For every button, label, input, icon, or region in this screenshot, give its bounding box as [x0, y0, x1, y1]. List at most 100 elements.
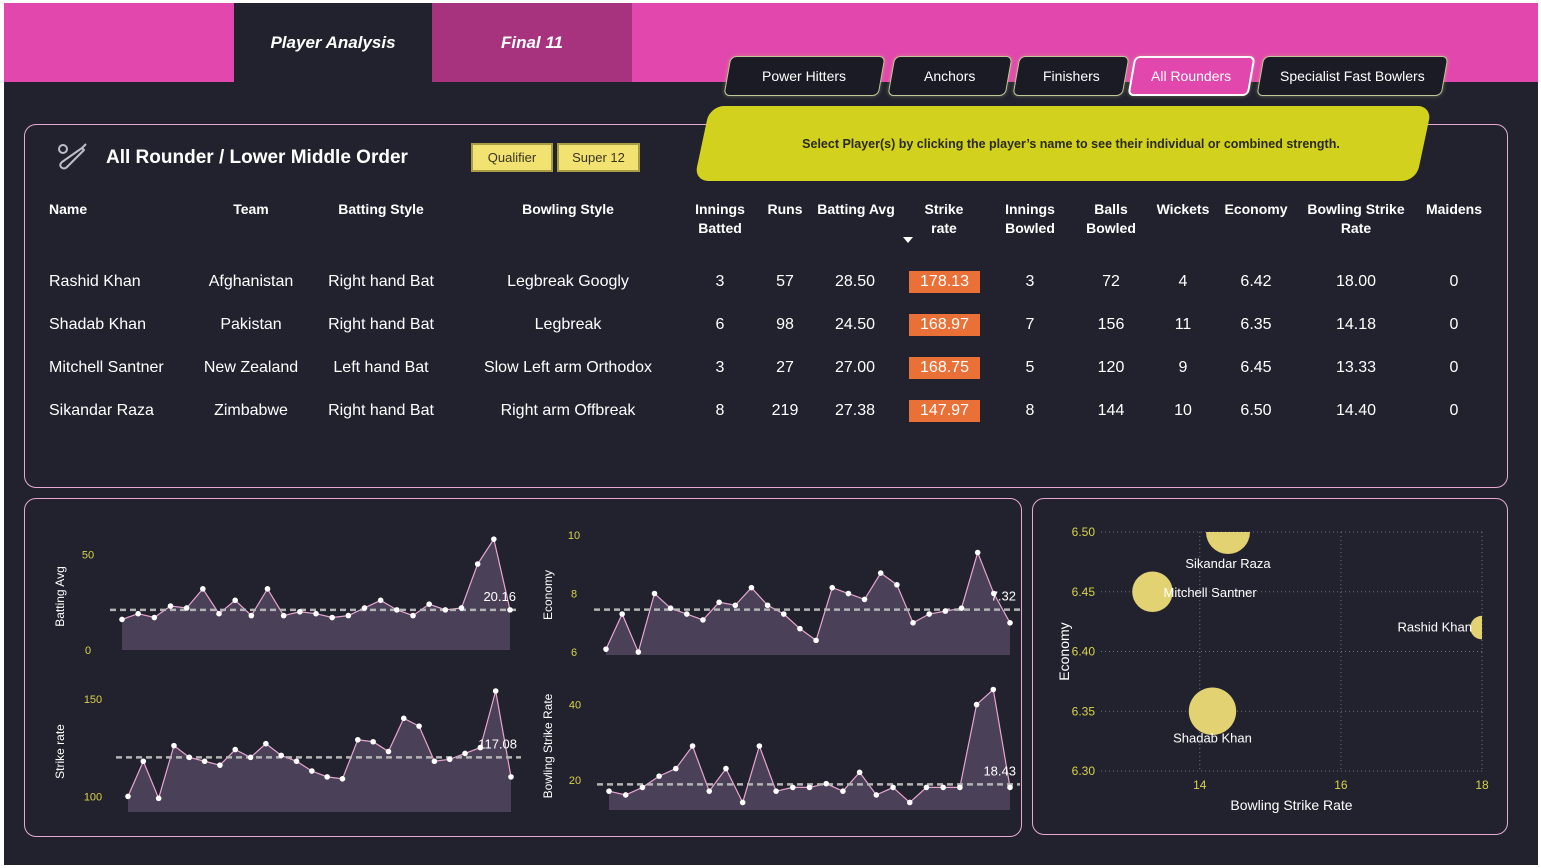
header-name[interactable]: Name — [49, 201, 88, 217]
cell-innings-batted: 3 — [715, 273, 725, 290]
cell-bowling-style: Right arm Offbreak — [500, 402, 636, 419]
cell-innings-batted: 6 — [715, 316, 725, 333]
cell-runs: 98 — [776, 316, 794, 333]
bubble-label: Shadab Khan — [1173, 730, 1252, 745]
cell-balls-bowled: 156 — [1097, 316, 1125, 333]
header-batting-style[interactable]: Batting Style — [338, 201, 424, 217]
area-fill — [606, 552, 1010, 655]
data-point — [507, 607, 513, 613]
cell-name[interactable]: Sikandar Raza — [49, 402, 154, 419]
cell-name[interactable]: Rashid Khan — [49, 273, 141, 290]
y-tick-label: 50 — [82, 549, 94, 561]
header-runs[interactable]: Runs — [767, 201, 803, 217]
cell-name[interactable]: Shadab Khan — [49, 316, 146, 333]
data-point — [232, 597, 238, 604]
average-label: 117.08 — [478, 736, 517, 751]
area-chart: 18.43 20 40 Bowling Strike Rate — [541, 686, 1020, 810]
data-point — [619, 611, 625, 617]
scatter-panel: 6.30 6.35 6.40 6.45 6.50 14 16 18 Sikandar Raza M… — [1032, 498, 1508, 835]
data-point — [186, 754, 193, 761]
cell-wickets: 9 — [1178, 359, 1188, 376]
cell-batting-avg: 27.38 — [834, 402, 876, 419]
area-chart: 20.16 0 50 Batting Avg — [53, 536, 520, 657]
cell-name[interactable]: Mitchell Santner — [49, 359, 164, 376]
area-chart: 7.32 6 8 10 Economy — [541, 530, 1020, 659]
instruction-text: Select Player(s) by clicking the player’… — [802, 136, 1340, 151]
data-point — [873, 792, 880, 798]
data-point — [171, 742, 177, 749]
x-tick-label: 14 — [1193, 778, 1207, 792]
data-point — [940, 784, 946, 791]
data-point — [492, 688, 499, 694]
cell-wickets: 11 — [1174, 316, 1192, 333]
filter-super-12-button[interactable]: Super 12 — [557, 143, 640, 172]
data-point — [910, 620, 916, 626]
cell-economy: 6.50 — [1240, 402, 1272, 419]
y-tick-label: 10 — [568, 530, 580, 542]
cell-innings-bowled: 5 — [1025, 359, 1035, 376]
tab-specialist-fast-bowlers[interactable]: Specialist Fast Bowlers — [1256, 56, 1449, 96]
cell-strike-rate: 178.13 — [909, 271, 980, 293]
header-line: Innings — [1005, 201, 1055, 217]
data-point — [716, 599, 722, 606]
data-point — [706, 788, 713, 794]
cell-economy: 6.35 — [1240, 316, 1272, 333]
cell-team: Pakistan — [220, 316, 282, 333]
header-balls-bowled[interactable]: Balls Bowled — [1076, 200, 1146, 238]
header-bowling-style[interactable]: Bowling Style — [522, 201, 614, 217]
cell-innings-bowled: 3 — [1025, 273, 1035, 290]
tab-all-rounders[interactable]: All Rounders — [1127, 56, 1256, 96]
header-line: Strike — [924, 201, 964, 217]
data-point — [756, 743, 763, 749]
nav-final-11[interactable]: Final 11 — [432, 3, 632, 82]
cell-batting-style: Left hand Bat — [333, 359, 429, 376]
cell-economy: 6.45 — [1240, 359, 1272, 376]
filter-qualifier-button[interactable]: Qualifier — [471, 143, 553, 172]
data-point — [789, 784, 796, 791]
cell-bowling-strike-rate: 13.33 — [1335, 359, 1377, 376]
header-innings-bowled[interactable]: Innings Bowled — [995, 200, 1065, 238]
data-point — [689, 743, 696, 749]
tab-anchors[interactable]: Anchors — [887, 56, 1013, 96]
bubble-label: Rashid Khan — [1398, 620, 1472, 635]
cell-wickets: 4 — [1178, 273, 1188, 290]
header-batting-avg[interactable]: Batting Avg — [817, 201, 895, 217]
sort-descending-icon[interactable] — [903, 237, 913, 243]
y-axis-label: Strike rate — [53, 724, 67, 779]
nav-player-analysis[interactable]: Player Analysis — [234, 3, 432, 82]
cell-runs: 27 — [776, 359, 794, 376]
y-axis-label: Economy — [541, 570, 555, 620]
tab-label: Finishers — [1042, 68, 1100, 84]
header-strike-rate[interactable]: Strike rate — [909, 200, 979, 238]
tab-power-hitters[interactable]: Power Hitters — [723, 56, 886, 96]
tab-finishers[interactable]: Finishers — [1012, 56, 1130, 96]
data-point — [232, 746, 239, 753]
cell-runs: 219 — [771, 402, 799, 419]
header-wickets[interactable]: Wickets — [1156, 201, 1210, 217]
data-point — [477, 744, 484, 751]
bubble — [1188, 687, 1237, 735]
panel-title: All Rounder / Lower Middle Order — [106, 147, 408, 168]
header-economy[interactable]: Economy — [1224, 201, 1288, 217]
data-point — [394, 607, 400, 613]
tab-label: Power Hitters — [762, 68, 847, 84]
data-point — [280, 612, 287, 619]
data-point — [748, 584, 755, 591]
cell-batting-style: Right hand Bat — [328, 402, 434, 419]
data-point — [474, 561, 481, 567]
cell-maidens: 0 — [1449, 359, 1459, 376]
cell-innings-batted: 3 — [715, 359, 725, 376]
average-label: 18.43 — [983, 763, 1016, 778]
bubble-label: Mitchell Santner — [1164, 585, 1258, 600]
data-point — [639, 784, 646, 791]
header-team[interactable]: Team — [233, 201, 269, 217]
cell-balls-bowled: 120 — [1097, 359, 1125, 376]
data-point — [957, 784, 963, 791]
data-point — [829, 584, 836, 591]
cell-maidens: 0 — [1449, 316, 1459, 333]
header-innings-batted[interactable]: Innings Batted — [685, 200, 755, 238]
header-maidens[interactable]: Maidens — [1425, 201, 1482, 217]
cell-team: Zimbabwe — [214, 402, 288, 419]
header-bowling-strike-rate[interactable]: Bowling Strike Rate — [1301, 200, 1411, 238]
data-point — [606, 788, 612, 794]
